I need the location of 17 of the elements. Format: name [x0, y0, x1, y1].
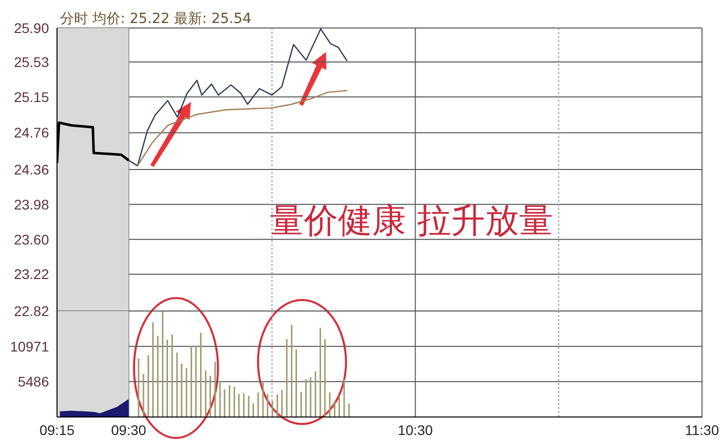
y-tick-label: 22.82: [14, 302, 50, 319]
y-tick-label: 5486: [18, 374, 50, 390]
y-tick-label: 25.90: [14, 20, 50, 36]
x-tick-label: 09:15: [39, 422, 75, 438]
y-tick-label: 24.36: [14, 161, 50, 178]
y-tick-label: 25.15: [14, 88, 50, 105]
y-tick-label: 10971: [10, 338, 50, 354]
x-tick-label: 11:30: [685, 422, 720, 438]
x-tick-label: 09:30: [111, 422, 146, 438]
y-tick-label: 25.53: [14, 54, 50, 70]
chart-title: 分时 均价: 25.22 最新: 25.54: [60, 10, 252, 28]
y-tick-label: 24.76: [14, 124, 50, 141]
y-tick-label: 23.22: [14, 266, 50, 282]
y-tick-label: 23.98: [14, 196, 50, 212]
x-tick-label: 10:30: [398, 422, 434, 438]
annotation: 量价健康 拉升放量: [270, 200, 553, 243]
y-tick-label: 23.60: [14, 231, 50, 248]
